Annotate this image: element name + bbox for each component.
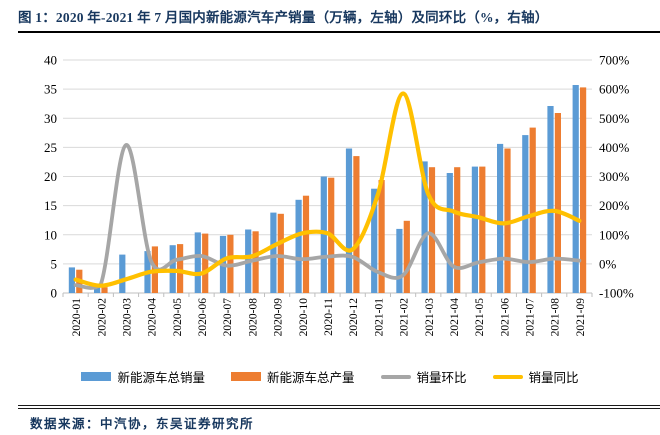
bar-production-bar bbox=[177, 244, 184, 293]
bar-sales-bar bbox=[396, 228, 403, 293]
legend-swatch-mom-line-icon bbox=[380, 374, 411, 379]
left-axis-tick-label: 40 bbox=[44, 53, 57, 68]
legend-swatch-yoy-line-icon bbox=[492, 374, 523, 379]
x-axis-label: 2020-09 bbox=[273, 298, 285, 337]
bar-production-bar bbox=[101, 287, 108, 293]
x-axis-label: 2021-07 bbox=[525, 298, 537, 337]
bar-production-bar bbox=[202, 233, 209, 293]
x-axis-label: 2021-05 bbox=[474, 298, 486, 337]
bar-sales-bar bbox=[522, 135, 529, 293]
legend-label-production: 新能源车总产量 bbox=[266, 371, 355, 385]
bar-production-bar bbox=[454, 167, 461, 293]
line-yoy-line bbox=[73, 91, 582, 288]
x-axis-label: 2020-08 bbox=[247, 298, 259, 337]
bar-sales-bar bbox=[497, 143, 504, 293]
bar-production-bar bbox=[479, 166, 486, 293]
bar-production-bar bbox=[428, 167, 436, 293]
bar-sales-bar bbox=[446, 173, 453, 293]
x-axis-label: 2021-06 bbox=[499, 298, 511, 337]
bar-sales-bar bbox=[345, 148, 353, 293]
bar-production-bar bbox=[580, 87, 587, 294]
chart-legend: 新能源车总销量 新能源车总产量 销量环比 销量同比 bbox=[0, 367, 660, 386]
x-axis-label: 2020-06 bbox=[197, 298, 209, 337]
x-axis-label: 2020-10 bbox=[298, 298, 310, 337]
bar-sales-bar bbox=[471, 166, 478, 293]
x-axis-label: 2020-02 bbox=[96, 298, 108, 337]
legend-item-production: 新能源车总产量 bbox=[230, 367, 355, 386]
right-axis-tick-label: 200% bbox=[599, 198, 630, 213]
x-axis-label: 2020-07 bbox=[222, 298, 234, 337]
footer-divider bbox=[18, 405, 660, 409]
right-axis-tick-label: 600% bbox=[599, 82, 630, 97]
bar-production-bar bbox=[504, 148, 511, 293]
left-axis-tick-label: 35 bbox=[44, 82, 57, 97]
x-axis-label: 2020-12 bbox=[348, 298, 360, 337]
right-axis-tick-label: 300% bbox=[599, 169, 630, 184]
x-axis-label: 2021-08 bbox=[550, 298, 562, 337]
left-axis-tick-label: 20 bbox=[44, 169, 57, 184]
x-axis-label: 2021-02 bbox=[399, 298, 411, 337]
bar-sales-bar bbox=[270, 212, 277, 293]
x-axis-label: 2020-05 bbox=[172, 298, 184, 337]
left-axis-tick-label: 25 bbox=[44, 140, 57, 155]
x-axis-label: 2021-01 bbox=[373, 298, 385, 337]
bar-sales-bar bbox=[572, 85, 579, 293]
legend-label-mom: 销量环比 bbox=[416, 371, 467, 385]
right-axis-tick-label: 0% bbox=[599, 256, 617, 271]
legend-label-sales: 新能源车总销量 bbox=[117, 371, 205, 385]
right-axis-tick-label: -100% bbox=[599, 286, 634, 301]
chart-canvas: 0 5 10 15 20 25 30 35 40 -100% 0% 100% 200% 300% 400% 5… bbox=[44, 53, 634, 337]
legend-swatch-sales-bar-icon bbox=[81, 372, 112, 381]
legend-item-sales: 新能源车总销量 bbox=[81, 367, 205, 386]
legend-swatch-production-bar-icon bbox=[230, 372, 261, 381]
bar-production-bar bbox=[302, 195, 310, 293]
x-axis-label: 2021-09 bbox=[575, 298, 587, 337]
x-axis-label: 2020-04 bbox=[147, 298, 159, 337]
right-axis-tick-label: 500% bbox=[599, 111, 630, 126]
right-axis-tick-label: 400% bbox=[599, 140, 630, 155]
left-axis-tick-label: 0 bbox=[51, 286, 58, 301]
bar-production-bar bbox=[403, 220, 410, 293]
x-axis-label: 2021-03 bbox=[424, 298, 436, 337]
bar-sales-bar bbox=[94, 285, 101, 293]
bar-sales-bar bbox=[371, 188, 378, 293]
bar-sales-bar bbox=[320, 176, 327, 293]
line-mom-line bbox=[73, 143, 582, 290]
x-axis-label: 2020-11 bbox=[323, 298, 335, 336]
x-axis-label: 2021-04 bbox=[449, 298, 461, 337]
right-axis-tick-label: 100% bbox=[599, 227, 630, 242]
bar-sales-bar bbox=[421, 161, 428, 293]
bar-sales-bar bbox=[68, 267, 75, 293]
figure-title: 图 1：2020 年-2021 年 7 月国内新能源汽车产销量（万辆，左轴）及同… bbox=[18, 10, 549, 25]
bar-sales-bar bbox=[119, 254, 126, 293]
left-axis-tick-label: 10 bbox=[44, 227, 57, 242]
bar-sales-bar bbox=[295, 199, 302, 293]
bar-production-bar bbox=[554, 113, 561, 293]
left-axis-tick-label: 5 bbox=[51, 256, 58, 271]
bar-sales-bar bbox=[194, 232, 201, 293]
right-axis-tick-label: 700% bbox=[599, 53, 630, 68]
legend-label-yoy: 销量同比 bbox=[528, 371, 579, 385]
x-axis-label: 2020-01 bbox=[71, 298, 83, 337]
bar-production-bar bbox=[252, 231, 259, 293]
title-divider bbox=[18, 31, 660, 33]
bar-production-bar bbox=[529, 127, 536, 293]
bar-production-bar bbox=[378, 180, 385, 293]
left-axis-tick-label: 30 bbox=[44, 111, 57, 126]
left-axis-tick-label: 15 bbox=[44, 198, 57, 213]
bar-production-bar bbox=[353, 156, 360, 293]
legend-item-yoy: 销量同比 bbox=[492, 367, 579, 386]
x-axis-label: 2020-03 bbox=[122, 298, 134, 337]
data-source: 数据来源：中汽协，东吴证券研究所 bbox=[30, 417, 255, 431]
bar-sales-bar bbox=[547, 106, 554, 293]
legend-item-mom: 销量环比 bbox=[380, 367, 467, 386]
bar-production-bar bbox=[277, 213, 284, 293]
